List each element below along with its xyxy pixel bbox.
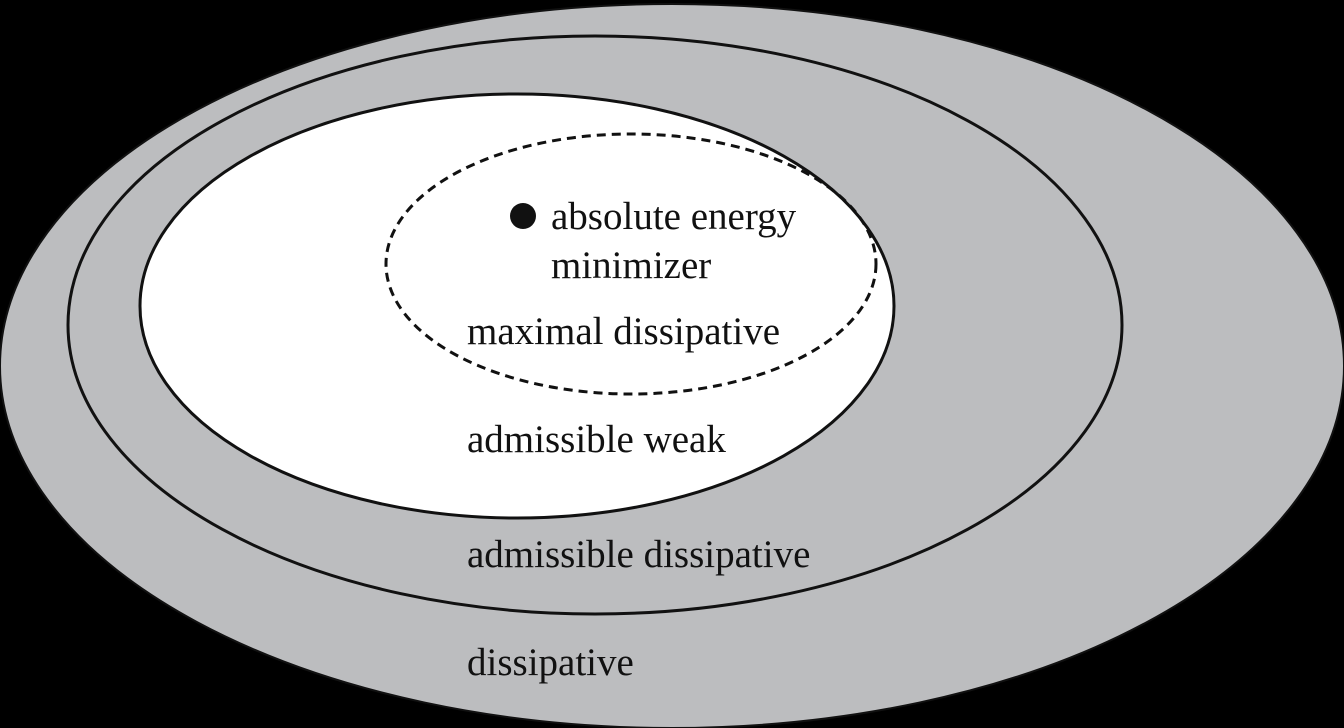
maximal-dissipative-set-ellipse [384, 132, 878, 396]
minimizer-label-line2: minimizer [551, 244, 711, 287]
minimizer-label-line1: absolute energy [551, 195, 797, 238]
admissible-weak-label: admissible weak [467, 418, 726, 461]
minimizer-point-marker [510, 203, 536, 229]
admissible-dissipative-label: admissible dissipative [467, 533, 810, 576]
admissible-weak-set-ellipse [138, 92, 896, 520]
maximal-dissipative-label: maximal dissipative [467, 310, 780, 353]
dissipative-label: dissipative [467, 641, 634, 684]
